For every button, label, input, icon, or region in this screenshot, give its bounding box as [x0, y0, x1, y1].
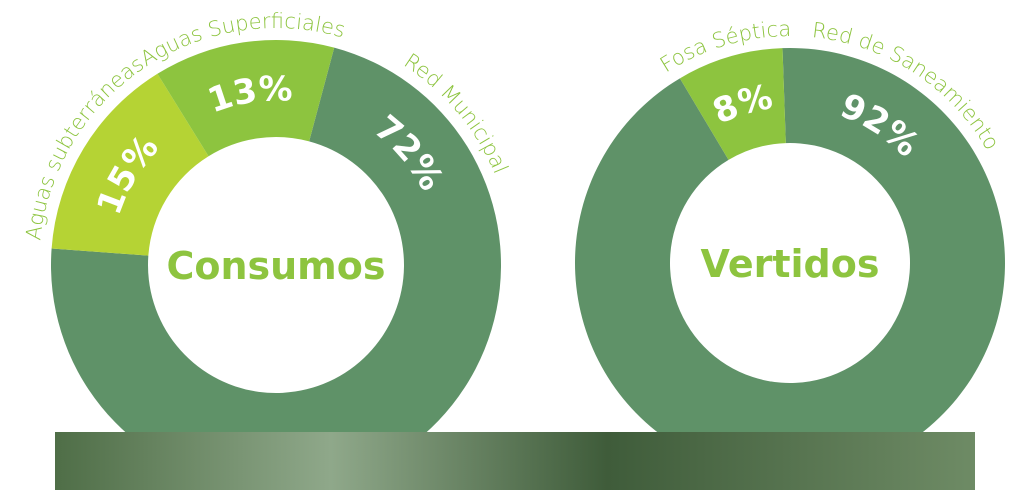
donut-slice — [574, 48, 1005, 479]
photo — [55, 432, 975, 490]
donut-slice — [51, 73, 209, 256]
chart-title: Vertidos — [701, 242, 880, 286]
chart-title: Consumos — [166, 244, 385, 288]
donut-slice — [679, 48, 786, 160]
donut-slice — [157, 40, 335, 157]
donut-slice — [51, 47, 501, 490]
